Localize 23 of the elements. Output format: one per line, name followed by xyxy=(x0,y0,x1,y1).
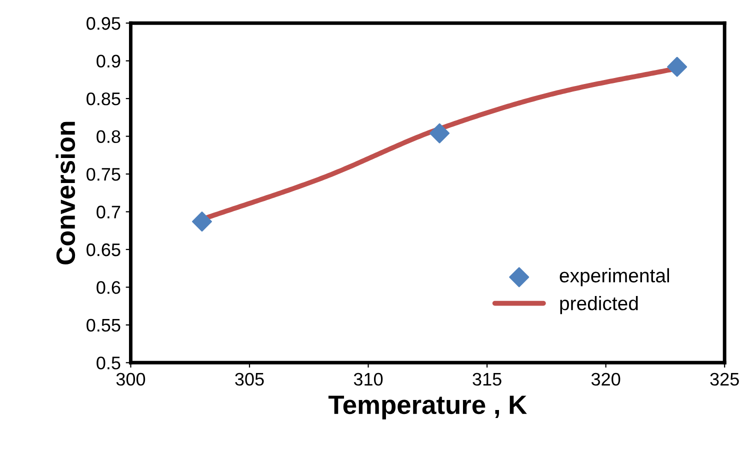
y-tick-label: 0.75 xyxy=(86,168,120,181)
point xyxy=(430,123,450,144)
legend-label: predicted xyxy=(560,296,638,314)
x-tick-label: 300 xyxy=(116,372,146,386)
y-axis-title: Conversion xyxy=(56,122,76,264)
point xyxy=(192,212,212,232)
x-tick-label: 305 xyxy=(235,372,264,386)
y-tick-label: 0.8 xyxy=(96,130,120,144)
y-tick-label: 0.65 xyxy=(86,243,120,256)
x-tick-label: 315 xyxy=(472,372,502,386)
y-tick-label: 0.7 xyxy=(96,206,120,218)
y-tick-label: 0.85 xyxy=(86,92,120,106)
y-tick-label: 0.55 xyxy=(86,318,120,332)
x-tick-label: 320 xyxy=(591,372,620,386)
x-tick-label: 325 xyxy=(710,372,739,386)
x-axis-title: Temperature , K xyxy=(328,396,527,420)
point xyxy=(667,56,688,77)
y-tick-label: 0.6 xyxy=(96,281,120,294)
y-tick-label: 0.9 xyxy=(96,54,120,68)
legend-label: experimental xyxy=(560,268,670,286)
y-tick-label: 0.95 xyxy=(86,17,120,30)
x-tick-label: 310 xyxy=(354,372,383,386)
y-tick-label: 0.5 xyxy=(96,356,120,370)
